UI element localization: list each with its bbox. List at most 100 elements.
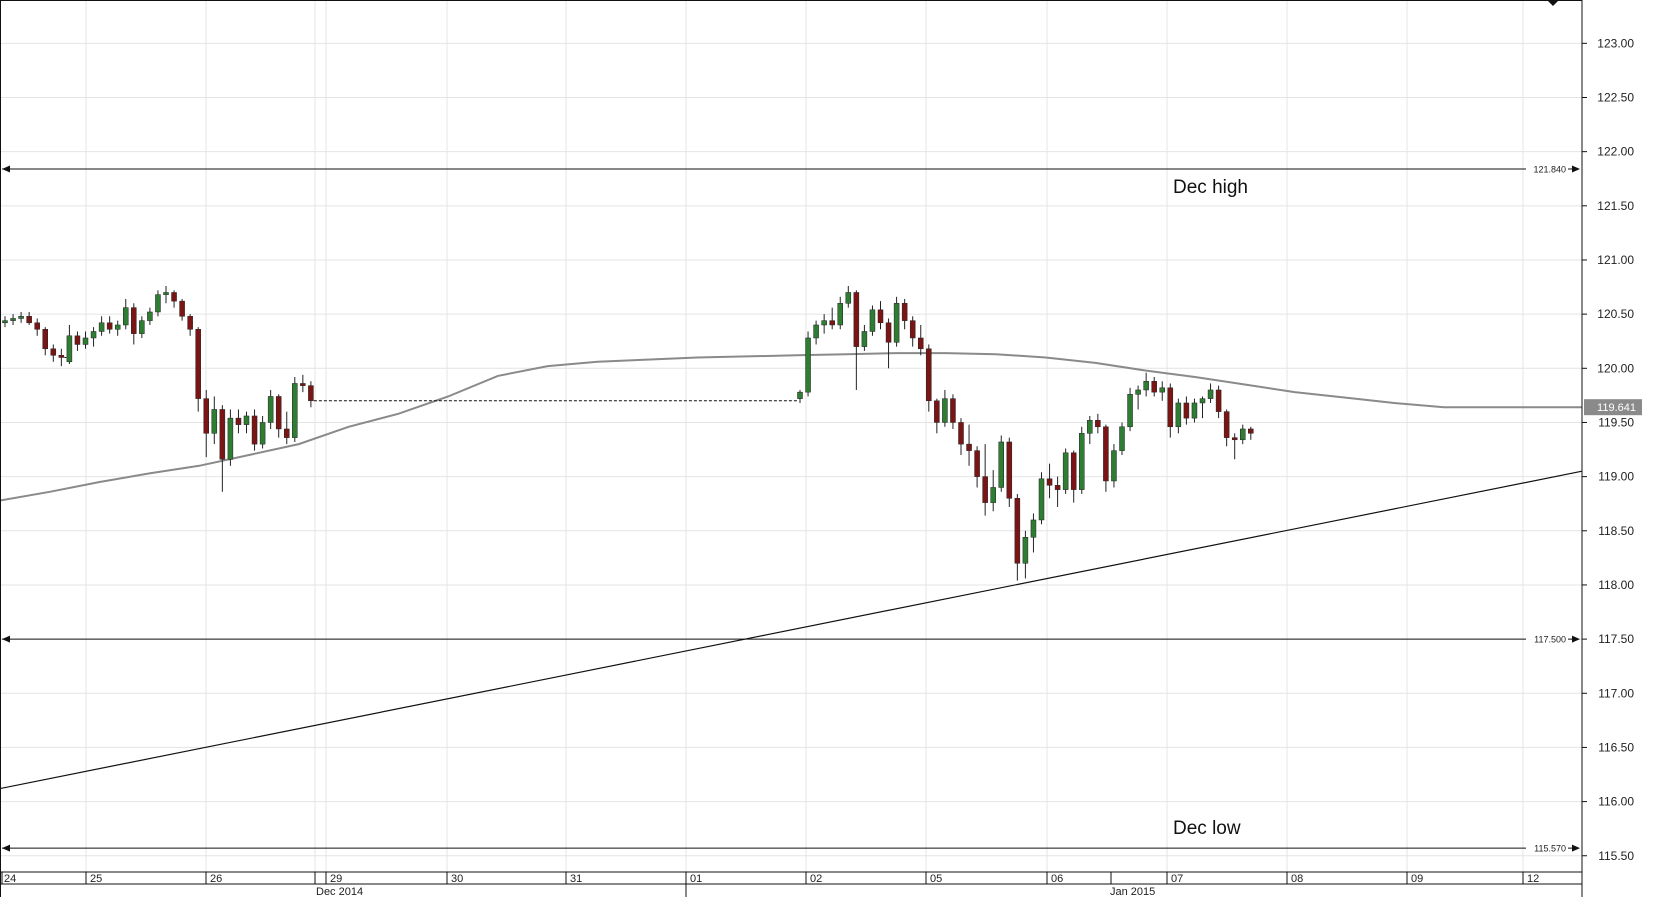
x-tick-label-9: 06 (1051, 873, 1063, 885)
candle-body-26 (211, 409, 218, 434)
candle-body-65 (1006, 441, 1013, 499)
candle-body-79 (1119, 426, 1125, 451)
candle-body-11 (90, 331, 97, 339)
x-tick-label-8: 05 (930, 873, 942, 885)
candle-body-15 (123, 307, 129, 326)
candle-body-88 (1191, 402, 1198, 419)
moving-average-line (0, 352, 1582, 502)
candle-body-64 (998, 441, 1004, 488)
candle-body-27 (219, 409, 226, 460)
candle-body-22 (179, 300, 185, 317)
candle-body-75 (1087, 420, 1093, 434)
x-month-label-0: Dec 2014 (316, 886, 363, 897)
x-tick-label-11: 08 (1291, 873, 1303, 885)
candle-body-8 (66, 335, 73, 363)
candle-body-74 (1079, 433, 1085, 490)
trendline (0, 470, 1583, 790)
candle-body-93 (1231, 437, 1238, 441)
candle-body-52 (901, 303, 908, 321)
candle-body-5 (42, 329, 48, 350)
candle-body-41 (813, 324, 819, 339)
candle-body-12 (98, 322, 105, 332)
candle-body-53 (909, 320, 916, 339)
x-axis-ticks: 24 25 26 29 30 31 01 02 05 06 07 08 09 12 Dec 2014 Jan … (1, 872, 1539, 898)
annotation-1: Dec low (1173, 818, 1241, 839)
candle-body-78 (1111, 450, 1117, 482)
candle-body-54 (918, 337, 924, 350)
candle-body-25 (203, 398, 209, 434)
candle-body-19 (155, 294, 161, 313)
candle-body-67 (1022, 537, 1029, 564)
candle-body-42 (821, 320, 827, 326)
x-tick-label-13: 12 (1527, 873, 1539, 885)
x-tick-label-0: 24 (4, 873, 16, 885)
candle-body-21 (171, 292, 177, 302)
candle-body-85 (1167, 387, 1174, 428)
candles (2, 285, 1254, 581)
candle-body-83 (1151, 381, 1157, 393)
candle-body-80 (1127, 394, 1133, 428)
candle-body-32 (259, 422, 266, 445)
candle-body-70 (1046, 478, 1053, 486)
level-label-bg-2 (1526, 842, 1568, 855)
candle-body-72 (1062, 452, 1069, 490)
x-tick-label-5: 31 (570, 873, 582, 885)
candle-body-45 (845, 292, 852, 304)
y-tick-label-6: 120.00 (1597, 361, 1634, 375)
y-tick-label-2: 122.00 (1597, 145, 1634, 159)
candle-body-69 (1038, 478, 1045, 521)
current-price-label: 119.641 (1597, 402, 1636, 414)
x-tick-label-10: 07 (1171, 873, 1183, 885)
gap-lines (64, 356, 797, 402)
candle-body-86 (1175, 402, 1182, 428)
candle-body-68 (1030, 519, 1037, 538)
candle-body-55 (926, 348, 932, 402)
y-tick-label-5: 120.50 (1597, 307, 1634, 321)
candle-body-50 (885, 322, 892, 343)
x-tick-label-3: 29 (330, 873, 342, 885)
candle-body-18 (147, 311, 153, 321)
y-tick-label-1: 122.50 (1597, 90, 1634, 104)
y-tick-label-3: 121.50 (1597, 199, 1634, 213)
y-tick-label-11: 117.50 (1598, 632, 1634, 646)
current-price-box (1584, 399, 1642, 416)
y-tick-label-14: 116.00 (1598, 795, 1634, 809)
x-tick-label-6: 01 (690, 873, 702, 885)
candle-body-38 (308, 385, 314, 402)
axes (0, 0, 1583, 897)
candle-body-49 (877, 309, 884, 324)
candle-body-62 (982, 476, 988, 503)
candle-body-82 (1143, 381, 1149, 391)
y-tick-label-13: 116.50 (1598, 740, 1634, 754)
candle-body-87 (1183, 402, 1190, 419)
level-arrow-right-icon-1 (1572, 635, 1580, 643)
candle-body-57 (942, 398, 948, 423)
candle-body-46 (853, 292, 860, 347)
candle-body-16 (131, 307, 137, 334)
candle-body-0 (2, 320, 8, 324)
candle-body-36 (292, 383, 298, 438)
candle-body-47 (861, 331, 868, 347)
candle-body-58 (950, 398, 956, 423)
candle-body-73 (1070, 452, 1077, 490)
candle-body-28 (227, 417, 234, 460)
scroll-marker-icon (1547, 0, 1559, 6)
candle-body-71 (1054, 485, 1061, 490)
level-arrow-left-icon-2 (2, 844, 10, 852)
candle-body-35 (284, 428, 290, 438)
candle-body-17 (139, 320, 145, 334)
y-tick-label-15: 115.50 (1598, 849, 1634, 863)
x-month-label-1: Jan 2015 (1110, 886, 1155, 897)
candle-body-84 (1159, 387, 1165, 393)
candle-body-6 (50, 348, 57, 356)
candle-body-24 (195, 329, 201, 399)
candle-body-81 (1135, 389, 1141, 395)
candle-body-59 (958, 422, 964, 445)
candle-body-33 (267, 396, 274, 423)
candle-body-76 (1095, 420, 1101, 428)
candle-body-89 (1199, 398, 1206, 404)
y-tick-label-0: 123.00 (1597, 36, 1634, 50)
candle-body-13 (106, 322, 113, 330)
